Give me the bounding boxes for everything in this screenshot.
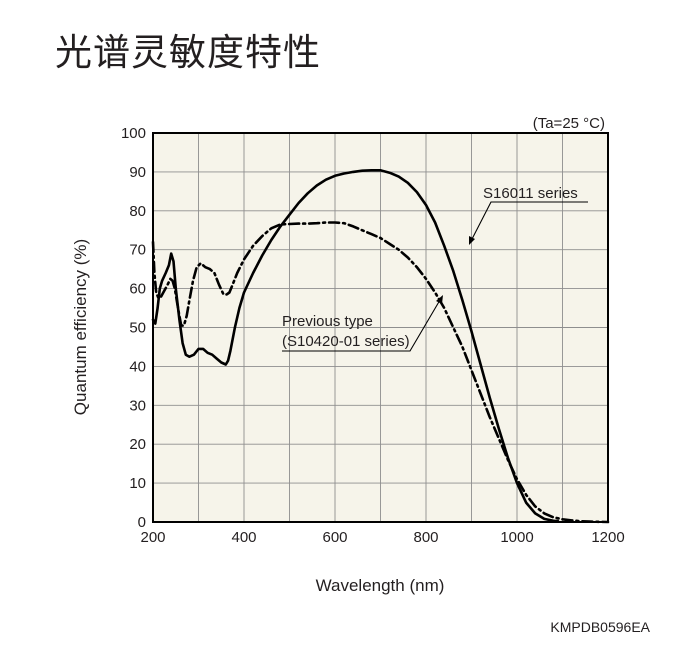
x-tick-label: 600: [322, 529, 347, 546]
x-tick-label: 400: [231, 529, 256, 546]
y-tick-label: 0: [138, 514, 146, 531]
y-tick-label: 80: [129, 203, 146, 220]
series-line-previous-type: [151, 221, 610, 524]
y-axis-title: Quantum efficiency (%): [71, 239, 90, 415]
plot-frame: [152, 132, 609, 523]
y-tick-label: 100: [121, 125, 146, 142]
y-tick-label: 30: [129, 397, 146, 414]
x-tick-label: 1200: [591, 529, 624, 546]
x-tick-label: 800: [413, 529, 438, 546]
annotation-s16011-leader: [470, 201, 588, 242]
annotation-previous-arrowhead: [436, 295, 443, 304]
x-axis-title: Wavelength (nm): [316, 576, 445, 595]
tick-labels: 200 400 600 800 1000 1200 0 10 20 30 40 50 60 70 80 90 1…: [121, 125, 625, 546]
series-layer: [151, 169, 610, 524]
y-tick-label: 70: [129, 242, 146, 259]
y-tick-label: 60: [129, 281, 146, 298]
annotation-previous-series: (S10420-01 series): [282, 333, 410, 350]
x-tick-label: 1000: [500, 529, 533, 546]
annotation-s16011-arrowhead: [469, 236, 475, 245]
annotation-s16011: S16011 series: [483, 185, 578, 202]
annotation-previous-leader: [282, 299, 441, 352]
y-tick-label: 90: [129, 164, 146, 181]
y-tick-label: 20: [129, 436, 146, 453]
x-tick-label: 200: [140, 529, 165, 546]
annotations: S16011 series Previous type (S10420-01 s…: [282, 185, 588, 352]
condition-label: (Ta=25 °C): [533, 115, 605, 132]
annotation-previous-type: Previous type: [282, 313, 373, 330]
y-tick-label: 50: [129, 320, 146, 337]
y-tick-label: 40: [129, 358, 146, 375]
page-title: 光谱灵敏度特性: [55, 31, 321, 74]
figure-code: KMPDB0596EA: [550, 619, 650, 635]
y-tick-label: 10: [129, 475, 146, 492]
